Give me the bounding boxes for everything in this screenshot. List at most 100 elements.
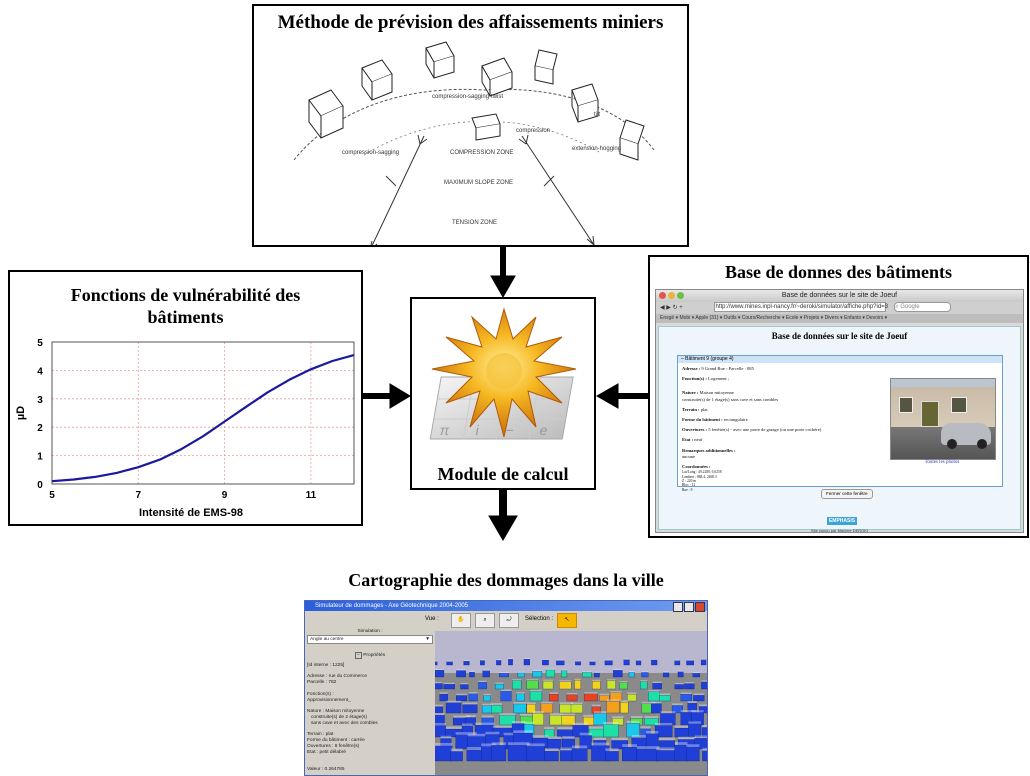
building-roof — [589, 726, 604, 730]
close-window-button[interactable]: Fermer cette fenêtre — [821, 489, 873, 499]
close-icon[interactable] — [695, 602, 705, 612]
city-3d-view[interactable] — [435, 631, 708, 776]
building-roof — [435, 742, 453, 746]
house-5 — [534, 49, 558, 85]
building-roof — [694, 735, 707, 739]
building-block — [574, 680, 582, 690]
building-roof — [559, 680, 572, 682]
building-roof — [620, 700, 629, 703]
minimize-icon[interactable] — [673, 602, 683, 612]
building-roof — [610, 691, 622, 693]
house-6 — [571, 83, 599, 123]
building-roof — [445, 726, 462, 730]
building-block — [620, 702, 629, 714]
label-compression-sagging-twist: compression-sagging-twist — [432, 94, 503, 100]
building-roof — [613, 668, 623, 671]
building-roof — [607, 679, 616, 681]
building-roof — [571, 745, 588, 749]
all-photos-link[interactable]: Toutes les photos — [924, 460, 960, 465]
building-block — [627, 694, 637, 702]
building-block — [652, 683, 662, 690]
building-roof — [526, 743, 545, 747]
calc-module-box: π i − e Module de calcul — [410, 297, 596, 490]
close-icon[interactable] — [659, 292, 666, 299]
building-block — [571, 748, 588, 762]
building-roof — [589, 660, 596, 662]
reload-icon[interactable]: ↻ — [672, 305, 678, 311]
building-panel: – Bâtiment 9 (groupe 4) Adresse : 9 Gran… — [677, 355, 1003, 492]
building-block — [698, 706, 707, 714]
building-roof — [513, 730, 533, 733]
building-roof — [691, 710, 704, 713]
building-roof — [467, 733, 487, 737]
building-roof — [688, 721, 702, 724]
vulnerability-curve — [51, 354, 355, 483]
forward-icon[interactable]: ▶ — [666, 305, 671, 311]
maximize-icon[interactable] — [684, 602, 694, 612]
building-roof — [435, 723, 446, 726]
properties-header[interactable]: – Propriétés — [307, 651, 433, 659]
emphasis-logo[interactable]: EMPHASIS — [827, 517, 857, 525]
property-line: sans cave et avec des combles — [307, 720, 378, 726]
building-block — [542, 659, 549, 666]
building-roof — [677, 670, 684, 672]
building-block — [606, 701, 620, 714]
building-block — [469, 671, 475, 678]
minimize-icon[interactable] — [668, 292, 675, 299]
building-block — [688, 723, 702, 738]
building-roof — [678, 736, 696, 740]
building-roof — [680, 692, 692, 695]
building-roof — [462, 723, 473, 726]
svg-text:−: − — [504, 422, 515, 438]
building-roof — [674, 742, 688, 746]
building-block — [654, 725, 673, 738]
building-block — [606, 680, 616, 690]
building-roof — [626, 720, 640, 724]
building-roof — [532, 735, 549, 738]
building-roof — [491, 703, 503, 706]
bookmarks-bar[interactable]: Ensgé ▾ Mobi ▾ Apple (31) ▾ Outils ▾ Cou… — [656, 314, 1023, 323]
zoom-tool-button[interactable]: ⌕ — [475, 613, 495, 628]
building-roof — [648, 690, 660, 692]
simulation-select[interactable]: Angle au centre ▼ — [307, 634, 433, 644]
rotate-tool-button[interactable]: ⤾ — [499, 613, 519, 628]
zoom-icon[interactable] — [677, 292, 684, 299]
building-roof — [540, 701, 553, 704]
select-tool-button[interactable]: ↖ — [557, 613, 577, 628]
building-block — [594, 672, 600, 678]
building-roof — [603, 722, 619, 725]
building-block — [446, 661, 453, 666]
building-roof — [542, 679, 554, 682]
building-roof — [622, 744, 638, 748]
building-photo[interactable] — [890, 378, 996, 460]
house-2 — [361, 59, 393, 101]
back-icon[interactable]: ◀ — [660, 305, 665, 311]
building-roof — [663, 671, 669, 673]
building-roof — [517, 671, 525, 673]
building-block — [651, 659, 658, 666]
calc-module-label: Module de calcul — [437, 464, 569, 484]
arrow-top-down — [490, 247, 516, 299]
building-roof — [684, 682, 695, 684]
building-block — [462, 704, 478, 714]
building-block — [628, 672, 635, 678]
building-roof — [478, 680, 487, 683]
building-roof — [651, 701, 662, 704]
collapse-icon[interactable]: – — [354, 651, 362, 659]
search-field[interactable]: ⌕ Google — [894, 302, 952, 313]
building-roof — [483, 693, 491, 696]
building-block — [591, 706, 601, 714]
url-field[interactable]: http://www.mines.inpl-nancy.fr/~deroki/s… — [714, 302, 889, 313]
building-block — [674, 684, 684, 690]
building-roof — [526, 679, 539, 681]
right-strain-arrow — [521, 135, 595, 245]
add-icon[interactable]: + — [679, 305, 683, 311]
building-roof — [491, 742, 506, 746]
building-block — [435, 661, 438, 666]
building-block — [604, 660, 613, 666]
property-line: Forme du bâtiment : carrée — [307, 738, 365, 744]
hand-tool-button[interactable]: ✋ — [451, 613, 471, 628]
building-roof — [500, 689, 512, 692]
building-roof — [463, 660, 470, 662]
building-block — [456, 670, 466, 678]
